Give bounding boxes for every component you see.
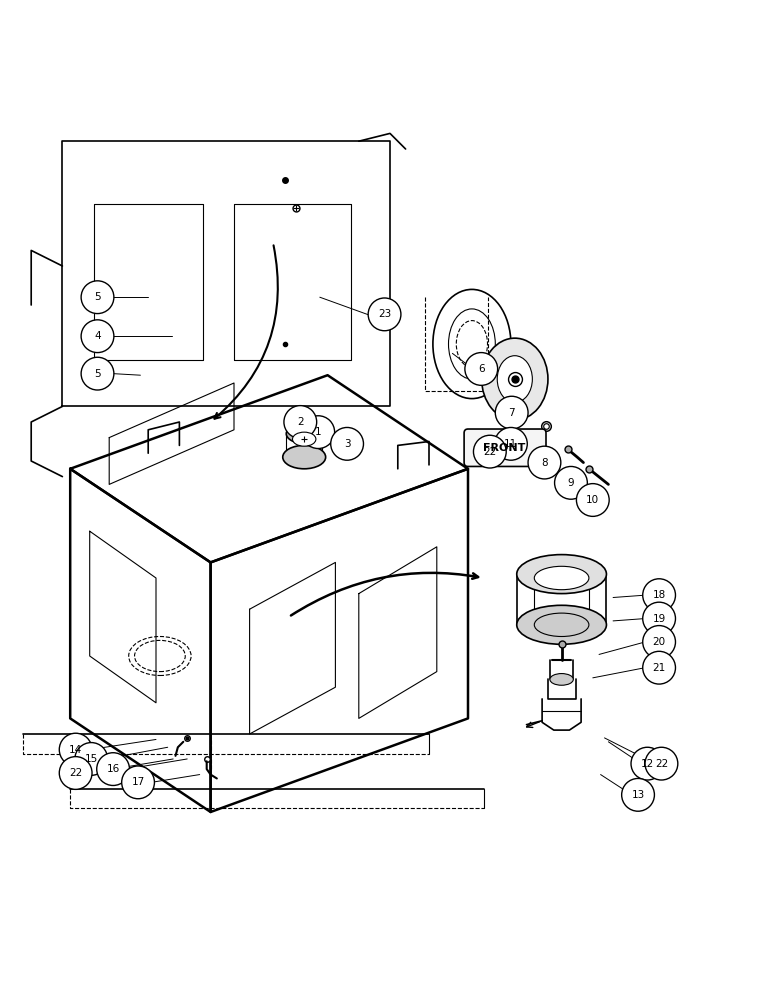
Circle shape [645,747,678,780]
Circle shape [81,281,114,314]
Text: 20: 20 [653,637,665,647]
Ellipse shape [482,338,548,420]
Circle shape [81,357,114,390]
Circle shape [473,435,506,468]
Text: 19: 19 [653,614,665,624]
Text: FRONT: FRONT [484,443,526,453]
Text: 22: 22 [655,759,668,769]
Circle shape [495,396,528,429]
Circle shape [576,484,609,516]
Text: 17: 17 [132,777,144,787]
Text: 22: 22 [484,447,496,457]
Text: 7: 7 [509,408,515,418]
Circle shape [643,602,675,635]
Text: 10: 10 [587,495,599,505]
Circle shape [97,753,129,785]
Text: 3: 3 [344,439,350,449]
Circle shape [59,757,92,789]
FancyBboxPatch shape [464,429,546,466]
Ellipse shape [498,356,532,402]
Circle shape [465,353,498,385]
Ellipse shape [534,566,589,590]
Text: 13: 13 [632,790,644,800]
Ellipse shape [516,605,607,644]
Circle shape [643,626,675,658]
Ellipse shape [286,424,322,443]
Circle shape [643,651,675,684]
Circle shape [555,466,587,499]
Text: 4: 4 [94,331,101,341]
Text: 6: 6 [478,364,484,374]
Text: 18: 18 [653,590,665,600]
Circle shape [284,406,317,438]
Text: 21: 21 [653,663,665,673]
Circle shape [302,416,335,449]
Text: 23: 23 [378,309,391,319]
Ellipse shape [282,445,326,469]
Circle shape [495,427,527,460]
Circle shape [122,766,154,799]
Circle shape [631,747,664,780]
Circle shape [643,579,675,612]
Text: 11: 11 [505,439,517,449]
Ellipse shape [534,613,589,637]
Circle shape [528,446,561,479]
Circle shape [75,743,108,775]
Text: 5: 5 [94,292,101,302]
Circle shape [622,778,654,811]
Text: 9: 9 [568,478,574,488]
Ellipse shape [516,555,607,594]
Text: 5: 5 [94,369,101,379]
Text: 22: 22 [69,768,82,778]
Text: 8: 8 [541,458,548,468]
Circle shape [368,298,401,331]
Text: 2: 2 [297,417,303,427]
Text: 1: 1 [315,427,321,437]
Ellipse shape [550,674,573,685]
Circle shape [59,733,92,766]
Text: 14: 14 [69,745,82,755]
Circle shape [81,320,114,353]
Ellipse shape [292,432,316,446]
Text: 16: 16 [107,764,119,774]
Text: 12: 12 [641,759,654,769]
Circle shape [331,427,363,460]
Text: 15: 15 [85,754,98,764]
